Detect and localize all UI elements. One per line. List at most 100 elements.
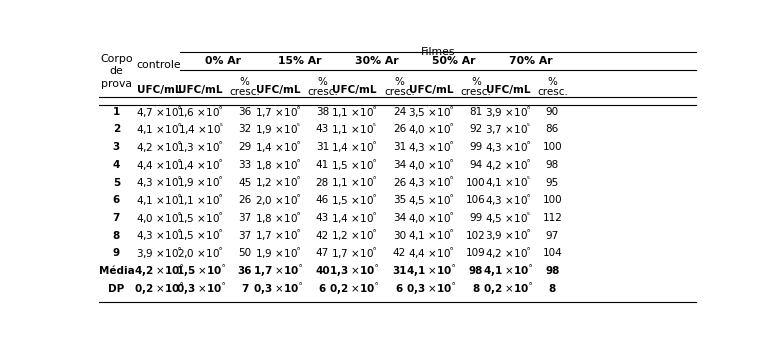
Text: 97: 97 [545, 231, 559, 241]
Text: 46: 46 [315, 195, 329, 205]
Text: 4,0 $\times$10$^{⁶}$: 4,0 $\times$10$^{⁶}$ [408, 157, 455, 173]
Text: 100: 100 [542, 195, 563, 205]
Text: 70% Ar: 70% Ar [509, 56, 552, 66]
Text: 1,8 $\times$10$^{⁶}$: 1,8 $\times$10$^{⁶}$ [255, 157, 301, 173]
Text: 86: 86 [545, 125, 559, 134]
Text: UFC/mL: UFC/mL [332, 85, 377, 95]
Text: 1,6 $\times$10$^{⁶}$: 1,6 $\times$10$^{⁶}$ [177, 104, 224, 119]
Text: 8: 8 [549, 284, 556, 294]
Text: 92: 92 [469, 125, 483, 134]
Text: 2: 2 [113, 125, 120, 134]
Text: 3,9 $\times$10$^{⁶}$: 3,9 $\times$10$^{⁶}$ [485, 228, 531, 244]
Text: 1,3 $\times$10$^{⁶}$: 1,3 $\times$10$^{⁶}$ [329, 263, 379, 279]
Text: 6: 6 [113, 195, 120, 205]
Text: 45: 45 [238, 178, 251, 187]
Text: 1,7 $\times$10$^{⁶}$: 1,7 $\times$10$^{⁶}$ [255, 104, 301, 119]
Text: 43: 43 [315, 125, 329, 134]
Text: %: % [471, 77, 481, 87]
Text: 50: 50 [238, 248, 251, 259]
Text: 34: 34 [393, 213, 406, 223]
Text: 1,5 $\times$10$^{⁶}$: 1,5 $\times$10$^{⁶}$ [177, 228, 224, 244]
Text: cresc.: cresc. [537, 87, 568, 97]
Text: cresc.: cresc. [229, 87, 260, 97]
Text: 1,1 $\times$10$^{⁵}$: 1,1 $\times$10$^{⁵}$ [331, 121, 378, 137]
Text: 47: 47 [315, 248, 329, 259]
Text: 1,1 $\times$10$^{⁶}$: 1,1 $\times$10$^{⁶}$ [331, 104, 378, 119]
Text: 4,1 $\times$10$^{⁶}$: 4,1 $\times$10$^{⁶}$ [483, 263, 533, 279]
Text: 1,4 $\times$10$^{⁶}$: 1,4 $\times$10$^{⁶}$ [177, 157, 224, 173]
Text: cresc.: cresc. [461, 87, 491, 97]
Text: 0% Ar: 0% Ar [204, 56, 241, 66]
Text: 34: 34 [393, 160, 406, 170]
Text: 4,1 $\times$10$^{⁶}$: 4,1 $\times$10$^{⁶}$ [136, 193, 183, 208]
Text: 30% Ar: 30% Ar [355, 56, 399, 66]
Text: 4,1 $\times$10$^{⁵}$: 4,1 $\times$10$^{⁵}$ [485, 175, 531, 191]
Text: 4,4 $\times$10$^{⁶}$: 4,4 $\times$10$^{⁶}$ [408, 246, 455, 261]
Text: 1,5 $\times$10$^{⁶}$: 1,5 $\times$10$^{⁶}$ [331, 157, 378, 173]
Text: 4,5 $\times$10$^{⁶}$: 4,5 $\times$10$^{⁶}$ [408, 193, 455, 208]
Text: 3: 3 [113, 142, 120, 152]
Text: 31: 31 [315, 142, 329, 152]
Text: 1: 1 [113, 107, 120, 117]
Text: 4,7 $\times$10$^{⁶}$: 4,7 $\times$10$^{⁶}$ [136, 104, 183, 119]
Text: 38: 38 [315, 107, 329, 117]
Text: 28: 28 [315, 178, 329, 187]
Text: 32: 32 [238, 125, 251, 134]
Text: 98: 98 [469, 266, 483, 276]
Text: 81: 81 [469, 107, 483, 117]
Text: Média: Média [99, 266, 134, 276]
Text: 99: 99 [469, 142, 483, 152]
Text: 4,1 $\times$10$^{⁶}$: 4,1 $\times$10$^{⁶}$ [406, 263, 456, 279]
Text: 5: 5 [113, 178, 120, 187]
Text: 3,9 $\times$10$^{⁶}$: 3,9 $\times$10$^{⁶}$ [136, 246, 183, 261]
Text: 99: 99 [469, 213, 483, 223]
Text: UFC/mL: UFC/mL [486, 85, 531, 95]
Text: 43: 43 [315, 213, 329, 223]
Text: 6: 6 [319, 284, 326, 294]
Text: UFC/mL: UFC/mL [409, 85, 454, 95]
Text: 7: 7 [113, 213, 120, 223]
Text: 1,2 $\times$10$^{⁶}$: 1,2 $\times$10$^{⁶}$ [331, 228, 378, 244]
Text: 37: 37 [238, 231, 251, 241]
Text: 4,1 $\times$10$^{⁶}$: 4,1 $\times$10$^{⁶}$ [136, 121, 183, 137]
Text: 4,3 $\times$10$^{⁶}$: 4,3 $\times$10$^{⁶}$ [136, 175, 183, 191]
Text: 42: 42 [315, 231, 329, 241]
Text: 1,9 $\times$10$^{⁶}$: 1,9 $\times$10$^{⁶}$ [177, 175, 224, 191]
Text: 9: 9 [113, 248, 120, 259]
Text: 26: 26 [393, 178, 406, 187]
Text: 26: 26 [393, 125, 406, 134]
Text: UFC/mL: UFC/mL [179, 85, 223, 95]
Text: 4,4 $\times$10$^{⁶}$: 4,4 $\times$10$^{⁶}$ [136, 157, 183, 173]
Text: 1,2 $\times$10$^{⁶}$: 1,2 $\times$10$^{⁶}$ [255, 175, 301, 191]
Text: 1,7 $\times$10$^{⁶}$: 1,7 $\times$10$^{⁶}$ [331, 246, 378, 261]
Text: 24: 24 [393, 107, 406, 117]
Text: 1,8 $\times$10$^{⁶}$: 1,8 $\times$10$^{⁶}$ [255, 210, 301, 226]
Text: 100: 100 [466, 178, 486, 187]
Text: 0,2 $\times$10$^{⁶}$: 0,2 $\times$10$^{⁶}$ [483, 280, 533, 297]
Text: 36: 36 [238, 107, 251, 117]
Text: 26: 26 [238, 195, 251, 205]
Text: 35: 35 [393, 195, 406, 205]
Text: 4,3 $\times$10$^{⁶}$: 4,3 $\times$10$^{⁶}$ [136, 228, 183, 244]
Text: 15% Ar: 15% Ar [278, 56, 322, 66]
Text: 31: 31 [393, 142, 406, 152]
Text: %: % [240, 77, 249, 87]
Text: 30: 30 [393, 231, 406, 241]
Text: 94: 94 [469, 160, 483, 170]
Text: 1,1 $\times$10$^{⁶}$: 1,1 $\times$10$^{⁶}$ [331, 175, 378, 191]
Text: 98: 98 [545, 160, 559, 170]
Text: 4,2 $\times$10$^{⁶}$: 4,2 $\times$10$^{⁶}$ [485, 246, 531, 261]
Text: UFC/mL: UFC/mL [137, 85, 181, 95]
Text: 1,1 $\times$10$^{⁶}$: 1,1 $\times$10$^{⁶}$ [177, 193, 224, 208]
Text: UFC/mL: UFC/mL [256, 85, 300, 95]
Text: 104: 104 [542, 248, 563, 259]
Text: 100: 100 [542, 142, 563, 152]
Text: 40: 40 [315, 266, 329, 276]
Text: Corpo: Corpo [100, 54, 133, 64]
Text: 0,3 $\times$10$^{⁶}$: 0,3 $\times$10$^{⁶}$ [406, 280, 456, 297]
Text: 4,2 $\times$10$^{⁶}$: 4,2 $\times$10$^{⁶}$ [136, 139, 183, 155]
Text: 4,5 $\times$10$^{⁵}$: 4,5 $\times$10$^{⁵}$ [485, 210, 531, 226]
Text: 4,3 $\times$10$^{⁶}$: 4,3 $\times$10$^{⁶}$ [485, 193, 531, 208]
Text: cresc.: cresc. [307, 87, 338, 97]
Text: 4,2 $\times$10$^{⁶}$: 4,2 $\times$10$^{⁶}$ [134, 263, 184, 279]
